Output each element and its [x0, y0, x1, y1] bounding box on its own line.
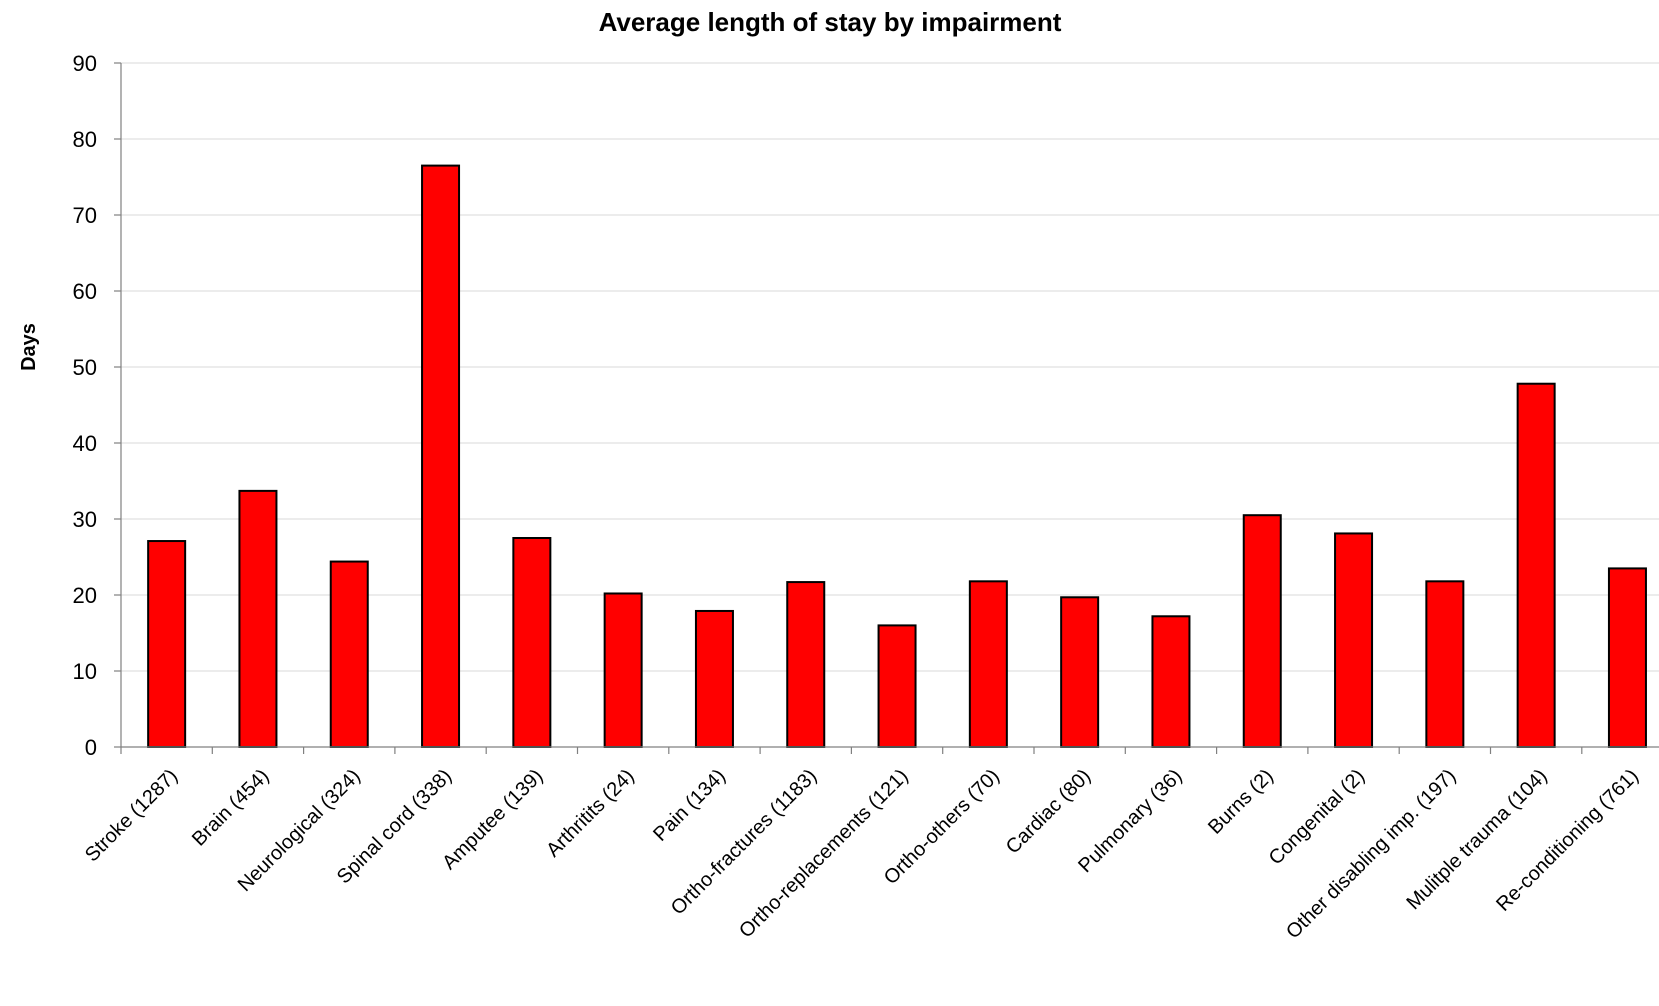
- bar: [694, 609, 734, 749]
- y-tick-label: 70: [73, 203, 97, 228]
- y-tick-label: 50: [73, 355, 97, 380]
- x-tick-label: Stroke (1287): [81, 765, 182, 866]
- bar: [329, 560, 369, 748]
- bar: [512, 537, 552, 748]
- x-tick-label: Other disabling imp. (197): [1282, 765, 1460, 943]
- bar: [968, 580, 1008, 748]
- gridlines: [121, 62, 1659, 672]
- bar: [1334, 532, 1374, 748]
- x-tick-labels: Stroke (1287) Brain (454)Neurological (32…: [81, 765, 1643, 943]
- x-tick-label: Pain (134): [649, 765, 730, 846]
- x-tick-label: Cardiac (80): [1002, 765, 1095, 858]
- y-tick-label: 40: [73, 431, 97, 456]
- bar: [238, 489, 278, 748]
- chart-title: Average length of stay by impairment: [599, 7, 1062, 37]
- x-tick-label: Burns (2): [1204, 765, 1278, 839]
- bar: [1425, 580, 1465, 748]
- bar: [1242, 514, 1282, 749]
- y-tick-labels: 0 10 20 30 40 50 60 70 80 90: [73, 51, 97, 760]
- x-tick-label: Arthritits (24): [542, 765, 638, 861]
- bar: [1060, 596, 1100, 749]
- bar: [421, 164, 461, 749]
- y-tick-label: 60: [73, 279, 97, 304]
- y-axis-label: Days: [18, 323, 40, 371]
- bar: [1151, 615, 1191, 749]
- x-tick-label: Congenital (2): [1265, 765, 1369, 869]
- bar: [786, 581, 826, 749]
- bar: [1516, 382, 1556, 748]
- y-tick-label: 0: [85, 735, 97, 760]
- y-tick-label: 90: [73, 51, 97, 76]
- bars: [147, 164, 1647, 749]
- x-tick-label: Brain (454): [188, 765, 274, 851]
- y-tick-label: 30: [73, 507, 97, 532]
- axes: [114, 62, 1659, 754]
- bar: [603, 592, 643, 748]
- bar: [147, 540, 187, 748]
- y-tick-label: 10: [73, 659, 97, 684]
- x-tick-label: Ortho-replacements (121): [735, 765, 912, 942]
- bar: [1607, 567, 1647, 749]
- y-tick-label: 80: [73, 127, 97, 152]
- bar: [877, 624, 917, 749]
- y-tick-label: 20: [73, 583, 97, 608]
